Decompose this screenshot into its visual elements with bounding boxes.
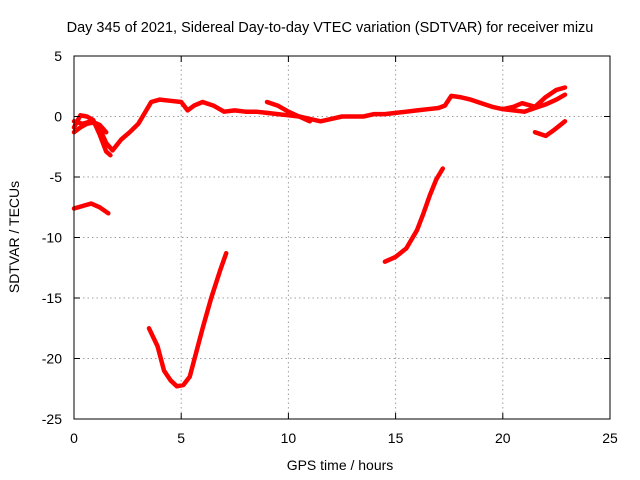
y-tick-label: -15: [42, 290, 62, 306]
series-track-v-dip: [146, 250, 229, 389]
series-track-late-rise: [500, 85, 568, 112]
x-tick-label: 5: [177, 430, 185, 446]
chart-title: Day 345 of 2021, Sidereal Day-to-day VTE…: [67, 20, 594, 36]
x-tick-label: 0: [70, 430, 78, 446]
y-tick-label: -10: [42, 230, 62, 246]
y-tick-label: -5: [50, 169, 63, 185]
y-tick-label: 5: [54, 48, 62, 64]
y-axis-label: SDTVAR / TECUs: [6, 181, 22, 293]
chart-ticks: 0 5 10 15 20 25 -25 -20 -15 -10 -5 0 5: [42, 48, 618, 446]
chart-series: [71, 85, 568, 389]
series-track-start-mid: [71, 119, 109, 135]
x-tick-label: 10: [281, 430, 297, 446]
plot-frame: [73, 55, 611, 420]
x-tick-label: 20: [495, 430, 511, 446]
series-track-late-low: [532, 119, 568, 139]
series-track-hump: [264, 99, 313, 124]
x-tick-label: 25: [602, 430, 618, 446]
x-tick-label: 15: [388, 430, 404, 446]
y-tick-label: -20: [42, 351, 62, 367]
series-track-mid-rise: [382, 166, 446, 264]
chart-grid: [74, 56, 610, 419]
series-track-early-low: [71, 201, 111, 216]
y-tick-label: 0: [54, 109, 62, 125]
y-tick-label: -25: [42, 411, 62, 427]
x-axis-label: GPS time / hours: [287, 457, 394, 473]
series-track-main-upper: [71, 92, 568, 153]
